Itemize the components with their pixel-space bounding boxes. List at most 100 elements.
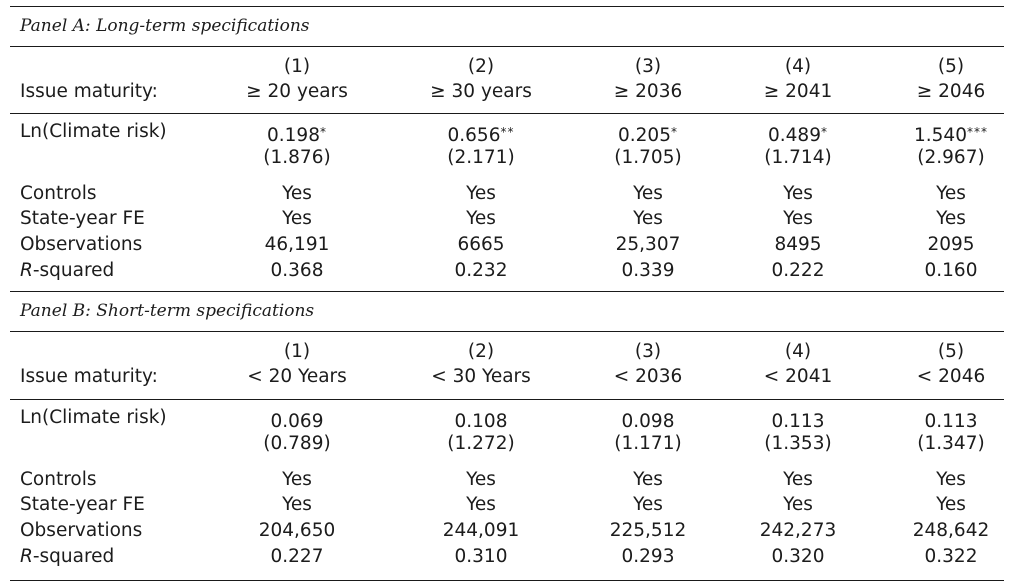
tstat-cell-2: (2.171) (447, 147, 515, 168)
rsquared-cell-1: 0.227 (270, 546, 324, 567)
rsquared-label: R-squared (20, 260, 114, 282)
column-number-4: (4) (784, 341, 812, 362)
tstat-cell-4: (1.353) (764, 433, 832, 454)
rsquared-cell-5: 0.322 (924, 546, 978, 567)
observations-cell-4: 242,273 (759, 520, 837, 541)
climate-risk-label: Ln(Climate risk) (20, 121, 167, 142)
fe-cell-5: Yes (936, 494, 966, 515)
rsquared-cell-1: 0.368 (270, 260, 324, 281)
rsquared-cell-2: 0.232 (454, 260, 508, 281)
fe-cell-3: Yes (633, 494, 663, 515)
state-year-fe-label: State-year FE (20, 494, 145, 515)
rsquared-cell-3: 0.339 (621, 260, 675, 281)
rsquared-label-rest: -squared (32, 260, 115, 281)
tstat-cell-5: (1.347) (917, 433, 985, 454)
controls-label: Controls (20, 183, 97, 204)
controls-cell-4: Yes (783, 183, 813, 204)
observations-cell-2: 244,091 (442, 520, 520, 541)
observations-cell-3: 25,307 (615, 234, 681, 255)
coef-cell-3: 0.098 (573, 407, 723, 433)
observations-cell-5: 248,642 (912, 520, 990, 541)
coef-cell-1: 0.069 (222, 407, 372, 433)
significance-stars: * (319, 125, 327, 139)
fe-cell-5: Yes (936, 208, 966, 229)
column-number-1: (1) (283, 341, 311, 362)
panelB-top-rule (10, 291, 1004, 292)
state-year-fe-label: State-year FE (20, 208, 145, 229)
coef-value: 0.108 (454, 411, 508, 432)
observations-cell-3: 225,512 (609, 520, 687, 541)
controls-cell-3: Yes (633, 183, 663, 204)
significance-stars: * (820, 125, 828, 139)
coef-value: 0.656 (447, 125, 501, 146)
significance-stars: *** (966, 125, 988, 139)
panelB-bottom-rule (10, 580, 1004, 581)
controls-cell-3: Yes (633, 469, 663, 490)
coef-value: 0.205 (618, 125, 671, 146)
column-number-3: (3) (634, 341, 662, 362)
fe-cell-3: Yes (633, 208, 663, 229)
column-number-3: (3) (634, 56, 662, 77)
observations-label: Observations (20, 520, 143, 541)
maturity-cell-4: < 2041 (763, 366, 833, 387)
rsquared-label-italic: R (20, 260, 33, 281)
tstat-cell-2: (1.272) (447, 433, 515, 454)
maturity-cell-2: < 30 Years (431, 366, 531, 387)
column-number-1: (1) (283, 56, 311, 77)
rsquared-label-italic: R (20, 546, 33, 567)
controls-cell-4: Yes (783, 469, 813, 490)
maturity-cell-5: < 2046 (916, 366, 986, 387)
maturity-cell-3: < 2036 (613, 366, 683, 387)
observations-cell-4: 8495 (774, 234, 822, 255)
maturity-cell-5: ≥ 2046 (916, 81, 986, 102)
coef-cell-2: 0.108 (406, 407, 556, 433)
issue-maturity-label: Issue maturity: (20, 81, 158, 102)
column-number-4: (4) (784, 56, 812, 77)
rsquared-cell-5: 0.160 (924, 260, 978, 281)
fe-cell-1: Yes (282, 494, 312, 515)
coef-cell-2: 0.656** (406, 121, 556, 147)
rsquared-label-rest: -squared (32, 546, 115, 567)
tstat-cell-1: (1.876) (263, 147, 331, 168)
fe-cell-4: Yes (783, 208, 813, 229)
coef-cell-4: 0.489* (723, 121, 873, 147)
coef-value: 0.198 (267, 125, 320, 146)
coef-value: 0.489 (768, 125, 821, 146)
panelB-header-rule (10, 399, 1004, 400)
rsquared-cell-4: 0.320 (771, 546, 825, 567)
observations-cell-1: 46,191 (264, 234, 330, 255)
coef-cell-5: 1.540*** (876, 121, 1013, 147)
fe-cell-4: Yes (783, 494, 813, 515)
controls-label: Controls (20, 469, 97, 490)
panelA-header-rule (10, 113, 1004, 114)
fe-cell-1: Yes (282, 208, 312, 229)
coef-value: 0.098 (621, 411, 675, 432)
panelA-title: Panel A: Long-term specifications (20, 16, 310, 36)
significance-stars: ** (500, 125, 515, 139)
tstat-cell-3: (1.171) (614, 433, 682, 454)
coef-cell-5: 0.113 (876, 407, 1013, 433)
controls-cell-1: Yes (282, 469, 312, 490)
column-number-2: (2) (467, 341, 495, 362)
tstat-cell-1: (0.789) (263, 433, 331, 454)
coef-cell-4: 0.113 (723, 407, 873, 433)
observations-label: Observations (20, 234, 143, 255)
panelB-title-rule (10, 331, 1004, 332)
column-number-5: (5) (937, 56, 965, 77)
column-number-5: (5) (937, 341, 965, 362)
significance-stars: * (670, 125, 678, 139)
maturity-cell-2: ≥ 30 years (430, 81, 532, 102)
panelB-title: Panel B: Short-term specifications (20, 301, 315, 321)
fe-cell-2: Yes (466, 208, 496, 229)
coef-cell-3: 0.205* (573, 121, 723, 147)
observations-cell-2: 6665 (457, 234, 505, 255)
coef-value: 0.069 (270, 411, 324, 432)
coef-value: 0.113 (771, 411, 825, 432)
climate-risk-label: Ln(Climate risk) (20, 407, 167, 428)
column-number-2: (2) (467, 56, 495, 77)
controls-cell-1: Yes (282, 183, 312, 204)
maturity-cell-4: ≥ 2041 (763, 81, 833, 102)
rsquared-cell-4: 0.222 (771, 260, 825, 281)
controls-cell-2: Yes (466, 183, 496, 204)
maturity-cell-1: < 20 Years (247, 366, 347, 387)
